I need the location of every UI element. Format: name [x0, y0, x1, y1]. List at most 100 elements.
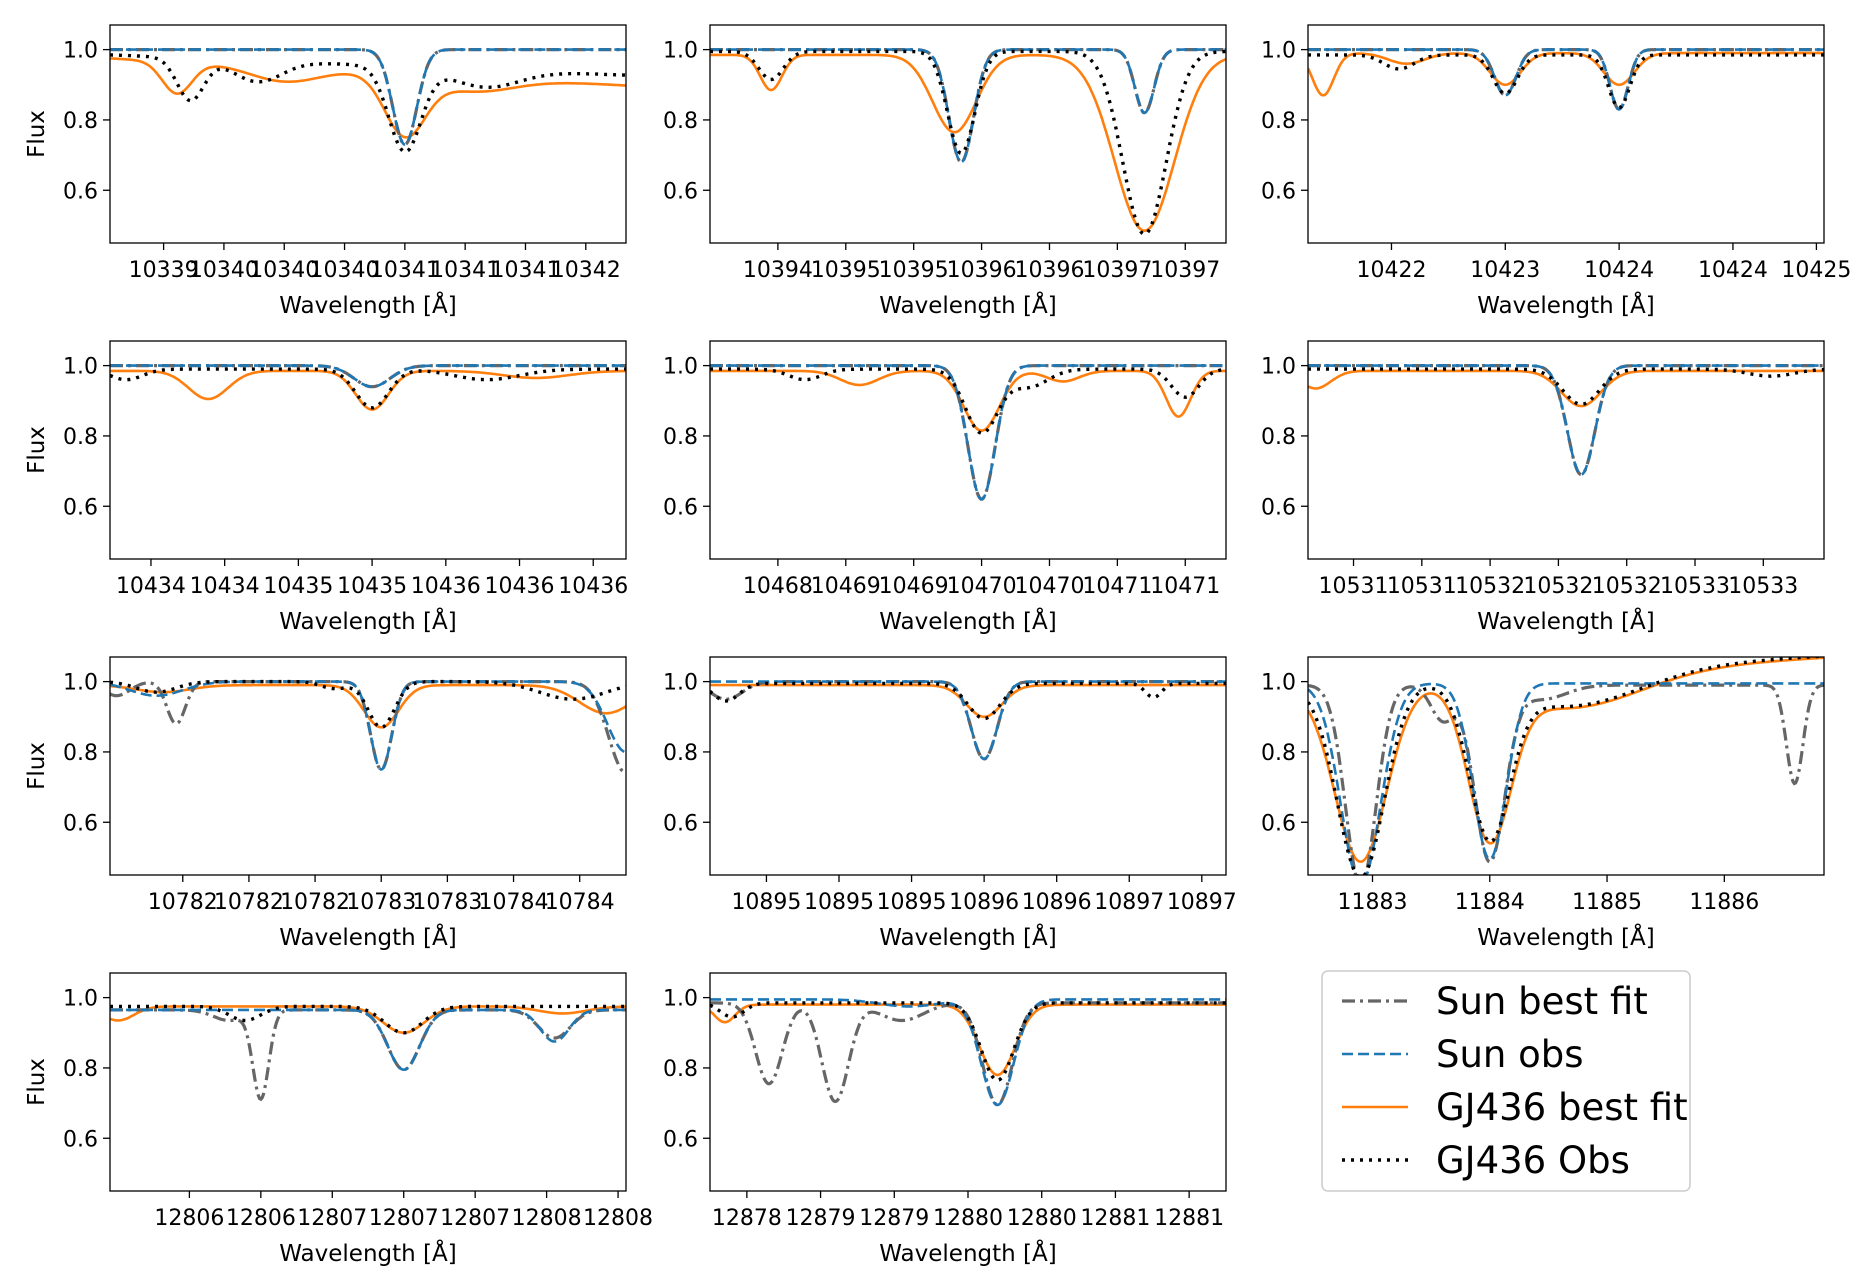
axes-frame [109, 340, 627, 560]
x-tick-label: 12807 [440, 1206, 510, 1231]
x-tick-label: 11886 [1689, 890, 1759, 915]
x-tick-label: 12807 [297, 1206, 367, 1231]
axes-frame [109, 972, 627, 1192]
x-tick-label: 12881 [1080, 1206, 1150, 1231]
series-sun-obs-line [110, 1008, 626, 1072]
x-tick-label: 10469 [811, 574, 881, 599]
series-sun-fit-line [710, 1001, 1226, 1107]
x-tick-label: 10468 [743, 574, 813, 599]
x-tick-label: 10533 [1660, 574, 1730, 599]
x-tick-label: 10434 [116, 574, 186, 599]
axes-frame [1307, 340, 1825, 560]
series-gj-fit-line [110, 1005, 626, 1035]
x-tick-label: 10395 [879, 258, 949, 283]
series-gj-fit-line [710, 53, 1226, 233]
series-gj-obs-line [710, 367, 1226, 435]
x-tick-label: 10339 [129, 258, 199, 283]
x-axis-label: Wavelength [Å] [879, 923, 1056, 951]
x-tick-label: 11885 [1572, 890, 1642, 915]
x-tick-label: 10396 [947, 258, 1017, 283]
y-tick-label: 1.0 [1261, 355, 1296, 380]
series-sun-fit-line [710, 364, 1226, 501]
x-tick-label: 10397 [1082, 258, 1152, 283]
y-tick-label: 0.6 [63, 811, 98, 836]
legend-frame [1321, 970, 1691, 1192]
x-tick-label: 10897 [1094, 890, 1164, 915]
x-tick-label: 10784 [545, 890, 615, 915]
x-tick-label: 12880 [1007, 1206, 1077, 1231]
legend: Sun best fit Sun obs GJ436 best fit GJ436 O… [1321, 970, 1691, 1192]
y-tick-label: 0.6 [63, 495, 98, 520]
x-tick-label: 10340 [249, 258, 319, 283]
x-tick-label: 10341 [430, 258, 500, 283]
y-tick-label: 0.6 [663, 495, 698, 520]
series-sun-obs-line [1308, 48, 1824, 111]
series-sun-obs-line [110, 364, 626, 389]
x-tick-label: 10435 [263, 574, 333, 599]
series-sun-obs-line [710, 48, 1226, 164]
x-tick-label: 10422 [1356, 258, 1426, 283]
y-tick-label: 0.8 [1261, 109, 1296, 134]
legend-label-gj-obs: GJ436 Obs [1436, 1139, 1630, 1182]
y-tick-label: 1.0 [663, 671, 698, 696]
x-tick-label: 11884 [1455, 890, 1525, 915]
series-sun-obs-line [1308, 364, 1824, 476]
panel-7: 0.60.81.01078210782107821078310783107841… [24, 656, 627, 951]
x-tick-label: 10532 [1592, 574, 1662, 599]
x-tick-label: 10436 [558, 574, 628, 599]
y-tick-label: 1.0 [1261, 39, 1296, 64]
x-tick-label: 10434 [190, 574, 260, 599]
x-tick-label: 10533 [1728, 574, 1798, 599]
y-tick-label: 1.0 [63, 671, 98, 696]
y-tick-label: 0.8 [663, 1057, 698, 1082]
y-axis-label: Flux [24, 426, 50, 474]
series-gj-fit-line [710, 683, 1226, 719]
legend-label-sun-obs: Sun obs [1436, 1033, 1584, 1076]
x-tick-label: 10782 [148, 890, 218, 915]
axes-frame [1307, 24, 1825, 244]
x-tick-label: 10469 [879, 574, 949, 599]
legend-label-sun-fit: Sun best fit [1436, 980, 1648, 1023]
x-tick-label: 12878 [712, 1206, 782, 1231]
legend-label-gj-fit: GJ436 best fit [1436, 1086, 1688, 1129]
y-axis-label: Flux [24, 742, 50, 790]
series-gj-fit-line [110, 369, 626, 411]
x-tick-label: 11883 [1338, 890, 1408, 915]
series-gj-obs-line [710, 49, 1226, 236]
y-tick-label: 1.0 [663, 987, 698, 1012]
series-gj-fit-line [1308, 657, 1824, 864]
series-sun-fit-line [110, 47, 626, 146]
series-sun-fit-line [1308, 683, 1824, 875]
y-axis-label: Flux [24, 1058, 50, 1106]
x-tick-label: 10470 [1014, 574, 1084, 599]
y-tick-label: 1.0 [1261, 671, 1296, 696]
x-axis-label: Wavelength [Å] [279, 923, 456, 951]
y-tick-label: 0.6 [63, 179, 98, 204]
series-gj-fit-line [710, 369, 1226, 432]
series-sun-fit-line [110, 1008, 626, 1102]
y-tick-label: 0.8 [1261, 741, 1296, 766]
x-tick-label: 12879 [859, 1206, 929, 1231]
x-tick-label: 12808 [583, 1206, 653, 1231]
axes-frame [1307, 656, 1825, 876]
panel-5: 0.60.81.01046810469104691047010470104711… [663, 340, 1227, 635]
x-tick-label: 10532 [1523, 574, 1593, 599]
x-tick-label: 10896 [949, 890, 1019, 915]
x-axis-label: Wavelength [Å] [1477, 923, 1654, 951]
x-tick-label: 10395 [811, 258, 881, 283]
x-tick-label: 10340 [310, 258, 380, 283]
panel-2: 0.60.81.01039410395103951039610396103971… [663, 24, 1227, 319]
series-gj-fit-line [110, 57, 626, 139]
series-sun-obs-line [710, 364, 1226, 501]
x-tick-label: 10394 [743, 258, 813, 283]
y-tick-label: 1.0 [63, 987, 98, 1012]
x-tick-label: 10342 [551, 258, 621, 283]
y-tick-label: 0.6 [1261, 495, 1296, 520]
y-tick-label: 0.8 [1261, 425, 1296, 450]
y-tick-label: 1.0 [663, 355, 698, 380]
panel-1: 0.60.81.01033910340103401034010341103411… [24, 24, 627, 319]
x-tick-label: 10784 [479, 890, 549, 915]
